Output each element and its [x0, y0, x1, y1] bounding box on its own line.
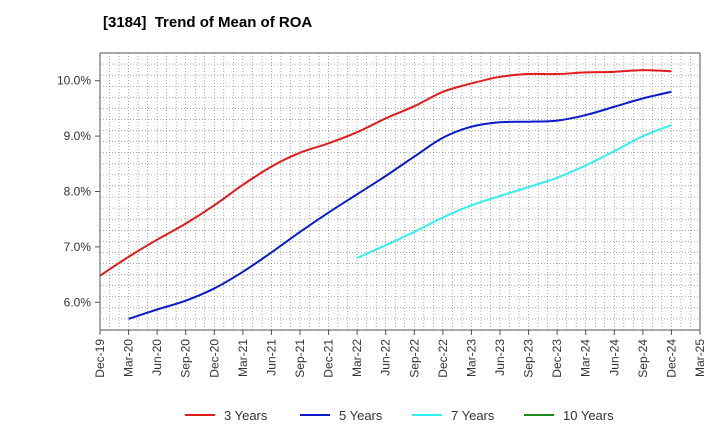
x-tick-label: Jun-21 — [264, 339, 278, 376]
x-tick-label: Mar-25 — [693, 339, 707, 377]
grid — [99, 52, 701, 331]
x-tick-label: Jun-24 — [607, 339, 621, 376]
legend: 3 Years 5 Years 7 Years 10 Years — [185, 408, 614, 423]
x-tick-label: Dec-21 — [322, 339, 336, 378]
legend-label-7-years: 7 Years — [451, 408, 495, 423]
x-tick-label: Mar-22 — [350, 339, 364, 377]
x-tick-label: Dec-19 — [93, 339, 107, 378]
series-line-5-years — [128, 90, 672, 320]
series-line-3-years — [99, 69, 672, 277]
x-tick-label: Jun-20 — [150, 339, 164, 376]
x-tick-label: Sep-23 — [522, 339, 536, 378]
x-tick-label: Sep-21 — [293, 339, 307, 378]
legend-label-5-years: 5 Years — [339, 408, 383, 423]
y-axis-ticks: 6.0% 7.0% 8.0% 9.0% 10.0% — [57, 74, 100, 309]
x-tick-label: Mar-20 — [122, 339, 136, 377]
x-tick-label: Mar-24 — [579, 339, 593, 377]
x-tick-label: Mar-23 — [464, 339, 478, 377]
x-tick-label: Dec-24 — [664, 339, 678, 378]
series-line-7-years — [356, 124, 672, 259]
x-tick-label: Sep-22 — [407, 339, 421, 378]
x-axis-ticks: Dec-19 Mar-20 Jun-20 Sep-20 Dec-20 Mar-21 Jun-… — [93, 330, 707, 378]
x-tick-label: Jun-22 — [379, 339, 393, 376]
x-tick-label: Sep-24 — [636, 339, 650, 378]
y-tick-label: 8.0% — [64, 185, 92, 199]
series-lines — [99, 69, 672, 320]
x-tick-label: Dec-20 — [207, 339, 221, 378]
plot-frame — [99, 52, 701, 331]
x-tick-label: Jun-23 — [493, 339, 507, 376]
y-tick-label: 9.0% — [64, 129, 92, 143]
chart-title: [3184] Trend of Mean of ROA — [103, 14, 313, 31]
legend-label-10-years: 10 Years — [563, 408, 614, 423]
y-tick-label: 7.0% — [64, 240, 92, 254]
y-tick-label: 10.0% — [57, 74, 91, 88]
x-tick-label: Dec-22 — [436, 339, 450, 378]
legend-label-3-years: 3 Years — [224, 408, 268, 423]
y-tick-label: 6.0% — [64, 295, 92, 309]
x-tick-label: Mar-21 — [236, 339, 250, 377]
x-tick-label: Sep-20 — [179, 339, 193, 378]
x-tick-label: Dec-23 — [550, 339, 564, 378]
